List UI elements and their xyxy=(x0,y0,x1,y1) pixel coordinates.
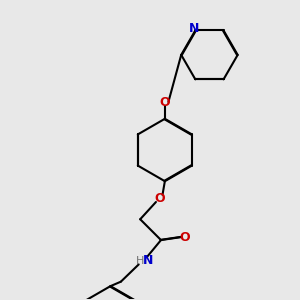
Text: H: H xyxy=(136,256,144,266)
Text: N: N xyxy=(142,254,153,267)
Text: O: O xyxy=(154,192,165,205)
Text: O: O xyxy=(179,231,190,244)
Text: O: O xyxy=(160,96,170,109)
Text: N: N xyxy=(189,22,199,35)
